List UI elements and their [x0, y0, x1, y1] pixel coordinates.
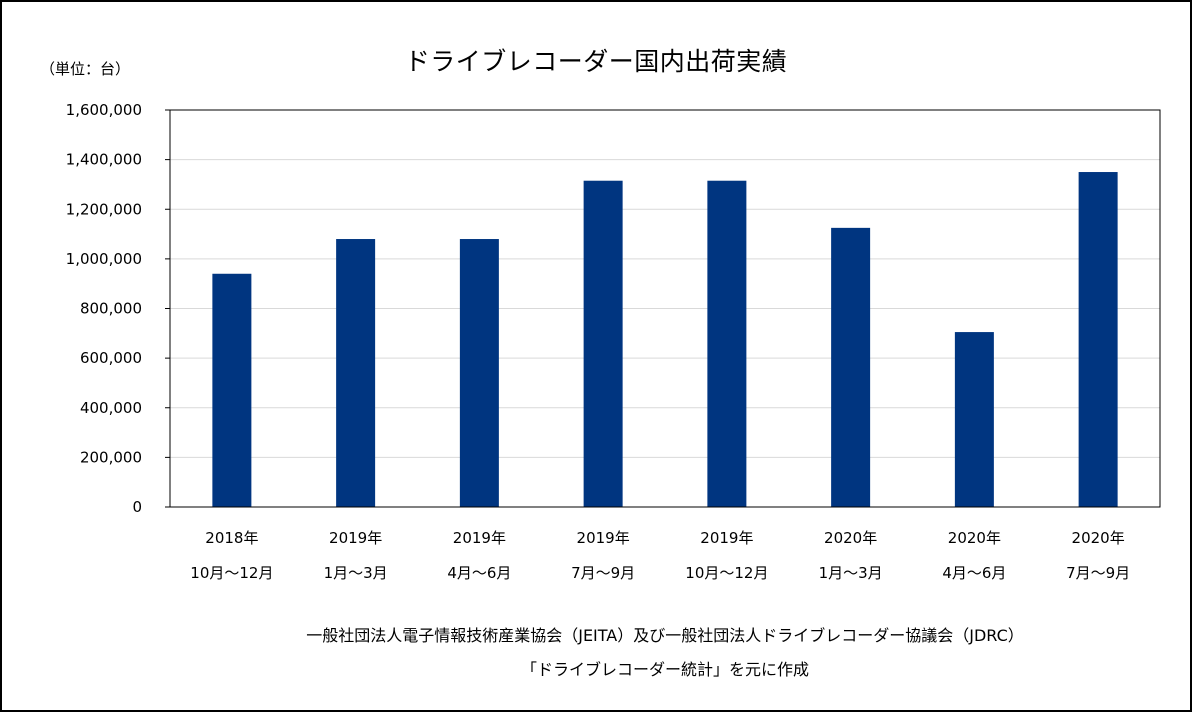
x-tick-label: 1月～3月	[324, 564, 388, 582]
bars	[212, 172, 1118, 507]
y-tick-label: 1,200,000	[66, 200, 142, 218]
bar	[954, 332, 994, 507]
x-tick-label: 7月～9月	[1066, 564, 1130, 582]
x-tick-label: 4月～6月	[942, 564, 1006, 582]
x-tick-label: 10月～12月	[685, 564, 768, 582]
bar	[212, 273, 252, 507]
y-tick-label: 1,400,000	[66, 151, 142, 169]
y-tick-label: 200,000	[80, 448, 142, 466]
source-note-line1: 一般社団法人電子情報技術産業協会（JEITA）及び一般社団法人ドライブレコーダー…	[306, 626, 1024, 645]
x-tick-label: 10月～12月	[190, 564, 273, 582]
bar	[831, 227, 871, 507]
bar	[1078, 172, 1118, 507]
unit-label: （単位：台）	[40, 60, 131, 78]
x-tick-label: 2020年	[948, 529, 1001, 547]
x-tick-label: 2019年	[577, 529, 630, 547]
bar	[707, 180, 747, 507]
y-tick-label: 600,000	[80, 349, 142, 367]
y-tick-label: 1,600,000	[66, 101, 142, 119]
y-tick-label: 1,000,000	[66, 250, 142, 268]
x-tick-label: 1月～3月	[819, 564, 883, 582]
y-tick-label: 800,000	[80, 300, 142, 318]
x-axis-ticks: 2018年 10月～12月 2019年 1月～3月 2019年 4月～6月 2019年 7月～…	[190, 529, 1130, 582]
bar	[459, 239, 499, 507]
x-tick-label: 2019年	[700, 529, 753, 547]
y-tick-label: 0	[132, 498, 142, 516]
plot-border	[169, 109, 1161, 508]
x-tick-label: 4月～6月	[447, 564, 511, 582]
bar	[583, 180, 623, 507]
x-tick-label: 2020年	[1072, 529, 1125, 547]
x-tick-label: 2020年	[824, 529, 877, 547]
x-tick-label: 7月～9月	[571, 564, 635, 582]
x-tick-label: 2019年	[329, 529, 382, 547]
source-note-line2: 「ドライブレコーダー統計」を元に作成	[520, 660, 809, 679]
gridlines	[170, 109, 1160, 508]
chart-title: ドライブレコーダー国内出荷実績	[404, 47, 788, 76]
bar	[336, 239, 376, 507]
y-tick-label: 400,000	[80, 399, 142, 417]
x-tick-label: 2019年	[453, 529, 506, 547]
x-tick-label: 2018年	[205, 529, 258, 547]
y-axis-ticks: 0 200,000 400,000 600,000 800,000 1,000,000 1,…	[66, 101, 170, 516]
